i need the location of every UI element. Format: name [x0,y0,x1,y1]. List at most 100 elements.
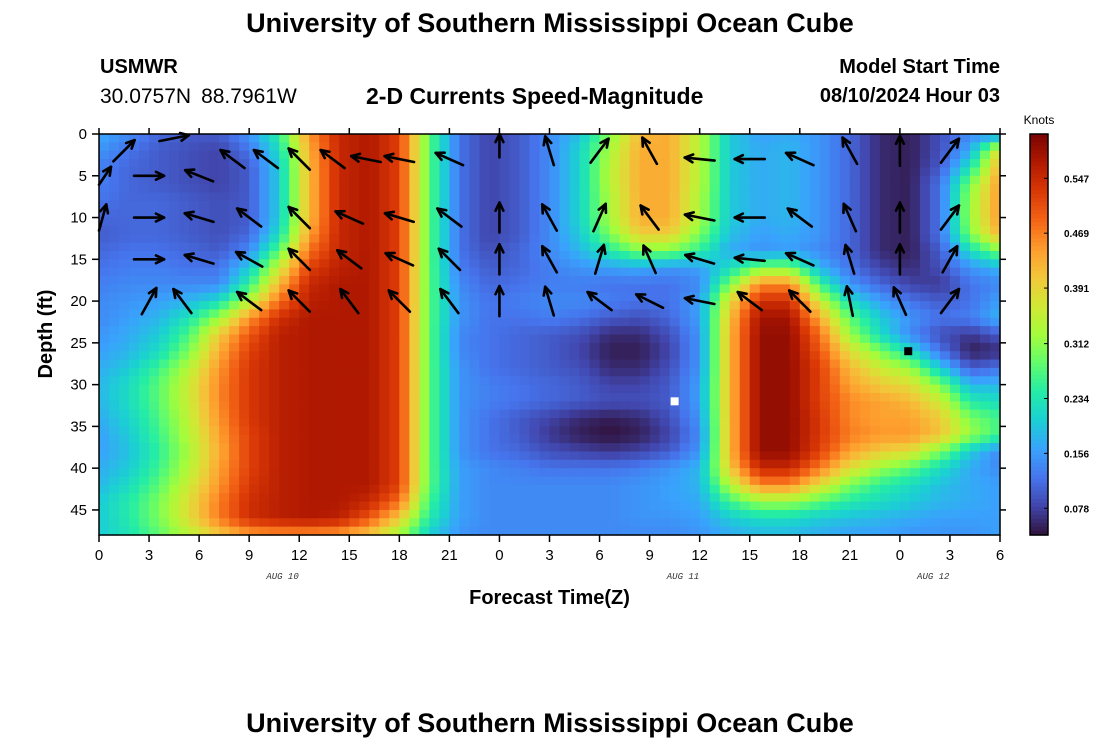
heatmap-cell [159,184,170,194]
heatmap-cell [599,476,611,486]
heatmap-cell [709,267,721,277]
heatmap-cell [409,150,420,160]
heatmap-cell [659,476,671,486]
heatmap-cell [809,209,821,219]
heatmap-cell [609,509,621,519]
heatmap-cell [189,326,200,336]
heatmap-cell [899,150,911,160]
heatmap-cell [199,518,210,528]
heatmap-cell [919,418,931,427]
heatmap-cell [349,392,360,402]
heatmap-cell [679,167,691,177]
heatmap-cell [129,284,140,294]
heatmap-cell [869,392,881,402]
heatmap-cell [289,476,300,486]
heatmap-cell [969,192,981,202]
heatmap-cell [799,367,811,377]
heatmap-cell [689,526,701,536]
heatmap-cell [989,309,1001,319]
heatmap-cell [99,434,110,444]
heatmap-cell [209,359,220,369]
heatmap-cell [739,392,751,402]
heatmap-cell [889,384,901,394]
heatmap-cell [289,451,300,461]
heatmap-cell [709,184,721,194]
heatmap-cell [569,309,581,319]
heatmap-cell [609,409,621,419]
heatmap-cell [819,234,831,244]
heatmap-cell [949,426,961,436]
heatmap-cell [649,150,661,160]
colorbar-step [1030,358,1048,364]
heatmap-cell [299,409,310,419]
heatmap-cell [749,409,761,419]
heatmap-cell [679,142,691,152]
heatmap-cell [809,250,821,260]
heatmap-cell [889,418,901,427]
heatmap-cell [329,334,340,344]
heatmap-cell [269,259,280,269]
heatmap-cell [179,351,190,361]
heatmap-cell [209,309,220,319]
heatmap-cell [239,451,250,461]
heatmap-cell [629,184,641,194]
heatmap-cell [489,367,501,377]
heatmap-cell [499,150,511,160]
heatmap-cell [289,392,300,402]
heatmap-cell [279,284,290,294]
heatmap-cell [589,359,601,369]
heatmap-cell [419,392,430,402]
heatmap-cell [119,409,130,419]
heatmap-cell [679,392,691,402]
heatmap-cell [989,134,1001,143]
heatmap-cell [439,234,450,244]
heatmap-cell [689,334,701,344]
heatmap-cell [559,292,571,302]
heatmap-cell [529,225,541,235]
current-arrow [335,249,363,270]
heatmap-cell [959,234,971,244]
heatmap-cell [889,401,901,411]
heatmap-cell [179,200,190,210]
heatmap-cell [209,242,220,252]
heatmap-cell [299,418,310,427]
heatmap-cell [509,276,521,285]
heatmap-cell [899,501,911,511]
heatmap-cell [879,518,891,528]
heatmap-cell [229,334,240,344]
heatmap-cell [689,376,701,386]
heatmap-cell [829,426,841,436]
heatmap-cell [509,401,521,411]
heatmap-cell [109,142,120,152]
heatmap-cell [109,184,120,194]
heatmap-cell [329,443,340,453]
heatmap-cell [99,509,110,519]
heatmap-cell [509,351,521,361]
heatmap-cell [549,509,561,519]
heatmap-cell [469,301,481,311]
heatmap-cell [769,167,781,177]
heatmap-cell [929,292,941,302]
heatmap-cell [509,376,521,386]
heatmap-cell [429,234,440,244]
heatmap-cell [509,509,521,519]
heatmap-cell [519,192,531,202]
heatmap-cell [319,359,330,369]
heatmap-cell [779,242,791,252]
heatmap-cell [559,276,571,285]
heatmap-cell [909,292,921,302]
heatmap-cell [599,150,611,160]
heatmap-cell [579,493,591,503]
heatmap-cell [979,217,991,227]
heatmap-cell [419,501,430,511]
heatmap-cell [699,476,711,486]
heatmap-cell [439,259,450,269]
heatmap-cell [709,526,721,536]
heatmap-cell [569,501,581,511]
heatmap-cell [409,451,420,461]
heatmap-cell [379,234,390,244]
heatmap-cell [339,167,350,177]
current-arrow [384,251,415,267]
heatmap-cell [169,242,180,252]
heatmap-cell [749,367,761,377]
